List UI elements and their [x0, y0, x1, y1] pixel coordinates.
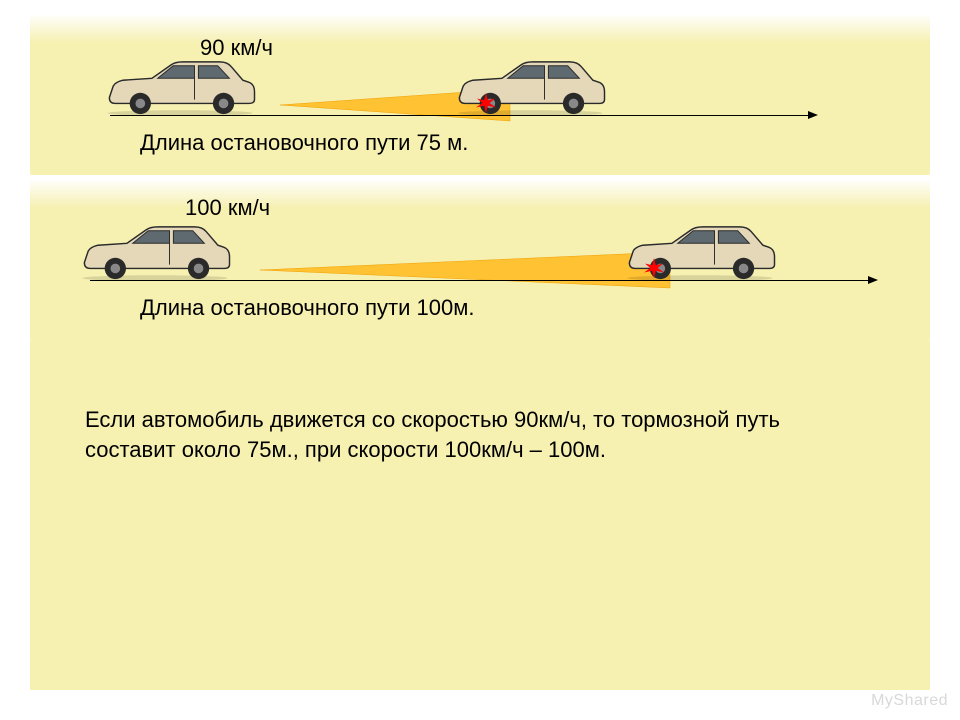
car-start-2	[75, 222, 235, 282]
impact-star-1	[476, 93, 496, 113]
car-start-1	[100, 57, 260, 117]
scenario-panel-2: 100 км/ч	[30, 180, 930, 340]
panel-fade-1	[30, 15, 930, 43]
slide: 90 км/ч	[0, 0, 960, 720]
panel-inner-1: 90 км/ч	[30, 15, 930, 175]
distance-label-2: Длина остановочного пути 100м.	[140, 295, 474, 321]
car-end-1	[450, 57, 610, 117]
speed-label-2: 100 км/ч	[185, 195, 270, 221]
lower-background	[30, 340, 930, 690]
panel-inner-2: 100 км/ч	[30, 180, 930, 340]
summary-text: Если автомобиль движется со скоростью 90…	[85, 405, 850, 464]
arrowhead-1	[808, 111, 818, 119]
distance-label-1: Длина остановочного пути 75 м.	[140, 130, 468, 156]
impact-star-2	[644, 258, 664, 278]
arrowhead-2	[868, 276, 878, 284]
watermark: MyShared	[871, 692, 948, 710]
panel-fade-2	[30, 180, 930, 208]
brake-cone-2	[260, 248, 680, 292]
scenario-panel-1: 90 км/ч	[30, 15, 930, 175]
